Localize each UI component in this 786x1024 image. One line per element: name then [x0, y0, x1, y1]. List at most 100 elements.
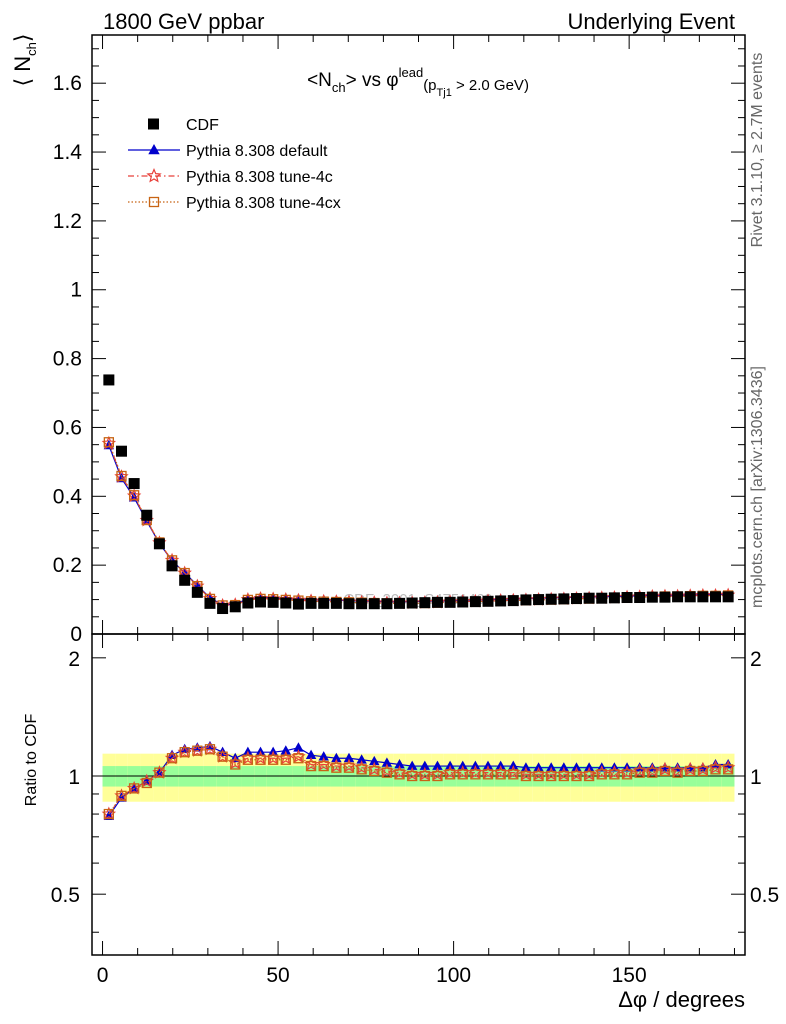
top-panel-series — [101, 374, 736, 615]
pythia-tune-4cx-point — [242, 754, 254, 765]
pythia-default-point — [394, 758, 405, 769]
cdf-point — [115, 445, 127, 457]
cdf-point — [457, 596, 469, 608]
x-tick-label: 0 — [97, 964, 109, 987]
pythia-tune-4cx-point — [141, 777, 152, 789]
pythia-tune-4cx-line — [108, 442, 729, 607]
pythia-tune-4cx-point — [444, 769, 456, 780]
cdf-point — [343, 598, 355, 610]
y-axis-label-bottom: Ratio to CDF — [23, 714, 40, 807]
pythia-default-point — [192, 742, 203, 752]
pythia-tune-4cx-point — [293, 753, 304, 764]
pythia-tune-4cx-point — [128, 490, 140, 501]
cdf-point — [242, 597, 254, 609]
legend-label: Pythia 8.308 default — [186, 143, 328, 160]
cdf-point — [495, 595, 507, 607]
pythia-tune-4cx-point — [192, 745, 203, 756]
pythia-tune-4cx-point — [583, 770, 595, 782]
pythia-tune-4cx-point — [508, 769, 519, 780]
header-left: 1800 GeV ppbar — [103, 9, 264, 34]
pythia-tune-4cx-point — [116, 470, 127, 482]
cdf-point — [634, 592, 646, 604]
y-tick-label-top: 1.2 — [53, 210, 82, 233]
cdf-point — [672, 591, 684, 603]
ratio-y-tick-label-right: 2 — [750, 648, 762, 671]
cdf-point — [684, 591, 696, 603]
pythia-tune-4cx-point — [495, 769, 506, 780]
pythia-tune-4cx-point — [394, 769, 405, 780]
cdf-point — [280, 597, 292, 609]
cdf-point — [570, 593, 582, 605]
cdf-point — [103, 374, 115, 386]
pythia-default-point — [318, 751, 329, 761]
pythia-tune-4c-line — [108, 748, 729, 815]
side-label-bottom: mcplots.cern.ch [arXiv:1306.3436] — [749, 366, 766, 608]
legend-label: Pythia 8.308 tune-4c — [186, 169, 333, 186]
pythia-default-line — [108, 445, 729, 606]
legend: CDF Pythia 8.308 default Pythia 8.308 tune… — [128, 117, 341, 212]
legend-cdf-marker — [148, 118, 159, 130]
pythia-tune-4cx-point — [571, 770, 582, 782]
cdf-point — [356, 598, 368, 610]
cdf-point — [204, 597, 216, 609]
y-tick-label-top: 0 — [70, 623, 82, 646]
cdf-point — [710, 591, 722, 603]
cdf-point — [596, 592, 608, 604]
cdf-point — [545, 593, 557, 605]
pythia-tune-4cx-point — [647, 767, 658, 778]
pythia-default-point — [280, 745, 292, 755]
cdf-point — [318, 597, 330, 609]
cdf-point — [305, 597, 317, 609]
plot-title: <Nch> vs φlead(pTj1 > 2.0 GeV) — [307, 65, 529, 99]
cdf-point — [255, 596, 267, 608]
legend-marker — [148, 144, 160, 155]
pythia-tune-4cx-point — [179, 747, 190, 758]
pythia-tune-4cx-point — [482, 769, 494, 780]
cdf-point — [292, 598, 304, 610]
cdf-point — [659, 591, 671, 603]
cdf-point — [166, 560, 178, 572]
cdf-point — [191, 586, 203, 598]
pythia-default-point — [204, 740, 216, 751]
pythia-tune-4cx-point — [697, 765, 709, 777]
cdf-point — [179, 574, 191, 586]
pythia-default-point — [419, 760, 431, 770]
pythia-default-point — [331, 752, 342, 763]
cdf-point — [507, 595, 519, 607]
ratio-y-tick-label-left: 2 — [68, 648, 80, 671]
pythia-tune-4cx-point — [659, 765, 671, 777]
x-tick-label: 150 — [612, 964, 647, 987]
cdf-point — [431, 596, 443, 608]
y-tick-label-top: 1.6 — [53, 72, 82, 95]
pythia-tune-4cx-point — [621, 769, 633, 780]
legend-label: CDF — [186, 117, 219, 134]
cdf-point — [520, 594, 532, 606]
y-tick-label-top: 0.8 — [53, 348, 82, 371]
pythia-tune-4cx-point — [685, 765, 696, 777]
pythia-tune-4cx-point — [432, 770, 443, 782]
cdf-point — [381, 598, 393, 610]
cdf-point — [406, 597, 418, 609]
pythia-tune-4cx-point — [609, 769, 620, 780]
pythia-tune-4cx-point — [255, 754, 266, 765]
pythia-tune-4cx-point — [128, 783, 140, 794]
ratio-y-tick-label-right: 0.5 — [750, 884, 779, 907]
pythia-tune-4cx-point — [722, 764, 734, 775]
pythia-tune-4cx-point — [204, 744, 216, 755]
pythia-tune-4cx-point — [634, 767, 645, 778]
pythia-tune-4cx-point — [419, 770, 430, 782]
x-axis-label: Δφ / degrees — [618, 987, 745, 1012]
y-tick-label-top: 0.4 — [53, 485, 83, 508]
pythia-tune-4cx-point — [268, 754, 279, 765]
ratio-panel-series — [101, 740, 736, 821]
cdf-point — [394, 597, 406, 609]
cdf-point — [419, 597, 431, 609]
pythia-tune-4cx-point — [103, 437, 115, 448]
pythia-tune-4cx-point — [280, 754, 291, 765]
pythia-tune-4cx-point — [318, 760, 329, 772]
pythia-tune-4cx-point — [154, 767, 165, 778]
pythia-default-point — [179, 743, 190, 754]
cdf-point — [128, 478, 140, 490]
legend-label: Pythia 8.308 tune-4cx — [186, 195, 341, 212]
